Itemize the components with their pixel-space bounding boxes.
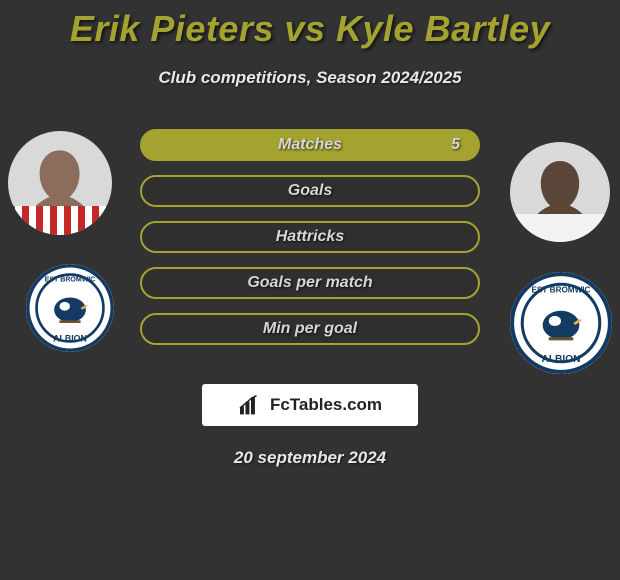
attribution-text: FcTables.com (270, 395, 382, 415)
page-title: Erik Pieters vs Kyle Bartley (0, 0, 620, 50)
svg-text:ALBION: ALBION (541, 354, 580, 365)
compare-area: EST BROMWIC ALBION EST BROMWIC ALBION Ma… (0, 124, 620, 374)
svg-text:ALBION: ALBION (53, 333, 87, 343)
stat-row-goals: Goals (140, 175, 480, 207)
bar-chart-icon (238, 394, 264, 416)
stat-label: Min per goal (263, 320, 357, 338)
stat-row-matches: Matches 5 (140, 129, 480, 161)
stat-row-min-per-goal: Min per goal (140, 313, 480, 345)
club-badge-icon: EST BROMWIC ALBION (26, 264, 114, 352)
stat-label: Goals per match (247, 274, 372, 292)
player-left-avatar (8, 131, 112, 235)
stat-value-right: 5 (451, 136, 460, 154)
club-badge-icon: EST BROMWIC ALBION (510, 272, 612, 374)
attribution-badge: FcTables.com (202, 384, 418, 426)
svg-text:EST BROMWIC: EST BROMWIC (45, 277, 96, 284)
subtitle: Club competitions, Season 2024/2025 (0, 68, 620, 88)
stat-row-goals-per-match: Goals per match (140, 267, 480, 299)
stat-label: Goals (288, 182, 332, 200)
stat-row-hattricks: Hattricks (140, 221, 480, 253)
club-right-badge: EST BROMWIC ALBION (510, 272, 612, 374)
stat-label: Hattricks (276, 228, 344, 246)
player-right-jersey (510, 214, 610, 242)
stat-label: Matches (278, 136, 342, 154)
player-right-avatar (510, 142, 610, 242)
stat-rows: Matches 5 Goals Hattricks Goals per matc… (140, 129, 480, 359)
player-left-jersey (8, 206, 112, 235)
svg-text:EST BROMWIC: EST BROMWIC (532, 285, 591, 294)
date-text: 20 september 2024 (0, 448, 620, 468)
club-left-badge: EST BROMWIC ALBION (26, 264, 114, 352)
